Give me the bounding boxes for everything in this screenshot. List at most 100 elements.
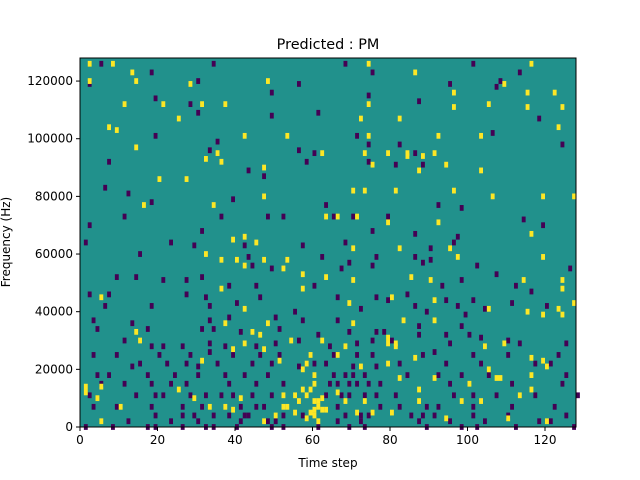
heatmap-cell-high [242, 233, 247, 240]
heatmap-cell-low [324, 202, 328, 208]
heatmap-cell-high [560, 311, 565, 318]
heatmap-cell-low [258, 352, 263, 358]
heatmap-cell-low [471, 297, 476, 304]
heatmap-cell-low [440, 282, 445, 289]
heatmap-cell-low [370, 337, 375, 344]
heatmap-cell-low [448, 418, 452, 425]
heatmap-cell-high [316, 418, 321, 425]
heatmap-cell-low [428, 256, 433, 263]
heatmap-cell-low [266, 418, 270, 425]
heatmap-cell-high [436, 219, 441, 226]
heatmap-cell-low [215, 360, 220, 367]
y-axis-ticks: 0 20000 40000 60000 80000 100000 120000 [27, 74, 80, 434]
heatmap-cell-high [312, 412, 317, 419]
heatmap-cell-high [324, 274, 328, 280]
heatmap-cell-low [281, 213, 286, 220]
heatmap-cell-high [266, 78, 270, 84]
heatmap-cell-low [556, 352, 561, 358]
heatmap-cell-low [521, 216, 526, 223]
heatmap-cell-low [494, 392, 499, 399]
heatmap-cell-low [390, 337, 394, 344]
heatmap-cell-high [281, 392, 286, 399]
heatmap-cell-low [180, 412, 185, 419]
heatmap-cell-low [324, 360, 328, 367]
heatmap-cell-high [355, 213, 359, 220]
heatmap-cell-low [560, 380, 565, 387]
heatmap-cell-high [417, 398, 421, 404]
heatmap-cell-low [149, 380, 154, 387]
heatmap-cell-low [227, 412, 232, 419]
heatmap-cell-high [324, 406, 328, 413]
heatmap-cell-low [312, 282, 317, 289]
heatmap-cell-low [173, 372, 177, 378]
heatmap-cell-low [107, 372, 111, 378]
heatmap-cell-high [308, 386, 313, 393]
heatmap-cell-low [192, 242, 197, 249]
heatmap-cell-high [285, 403, 290, 410]
x-tick-label: 120 [534, 433, 557, 447]
heatmap-cell-high [386, 150, 390, 157]
heatmap-cell-high [366, 132, 371, 139]
heatmap-cell-low [145, 326, 150, 332]
heatmap-cell-low [444, 331, 449, 338]
heatmap-cell-low [471, 392, 476, 399]
heatmap-cell-high [401, 317, 406, 324]
heatmap-cell-low [331, 213, 336, 220]
heatmap-cell-low [269, 265, 274, 272]
heatmap-cell-high [231, 406, 235, 413]
heatmap-cell-high [114, 127, 119, 133]
heatmap-cell-high [417, 167, 421, 174]
heatmap-cell-low [421, 259, 425, 266]
heatmap-cell-high [99, 418, 104, 425]
heatmap-cell-low [223, 343, 228, 350]
heatmap-cell-high [219, 158, 224, 165]
heatmap-cell-high [312, 398, 317, 404]
heatmap-cell-high [95, 395, 100, 402]
heatmap-cell-low [362, 372, 367, 378]
heatmap-cell-low [347, 392, 352, 399]
heatmap-cell-low [335, 294, 340, 301]
heatmap-cell-low [204, 294, 208, 301]
heatmap-cell-high [285, 132, 290, 139]
heatmap-cell-low [343, 412, 348, 419]
heatmap-cell-high [351, 277, 356, 283]
x-tick-label: 60 [305, 433, 320, 447]
heatmap-cell-high [502, 81, 507, 87]
heatmap-cell-low [207, 303, 212, 309]
heatmap-cell-high [242, 132, 247, 139]
heatmap-cell-low [541, 222, 545, 229]
heatmap-cell-low [169, 418, 173, 425]
heatmap-cell-low [145, 372, 150, 378]
heatmap-cell-low [130, 320, 135, 327]
heatmap-cell-low [359, 305, 363, 312]
heatmap-cell-low [510, 380, 514, 387]
heatmap-cell-low [452, 239, 456, 246]
heatmap-cell-low [417, 323, 421, 329]
heatmap-cell-high [525, 308, 530, 315]
heatmap-cell-low [87, 291, 92, 298]
heatmap-cell-low [362, 392, 367, 399]
heatmap-cell-low [114, 352, 119, 358]
heatmap-cell-high [560, 104, 565, 110]
heatmap-cell-low [184, 277, 189, 283]
heatmap-cell-low [545, 303, 549, 309]
heatmap-cell-low [149, 199, 154, 206]
heatmap-cell-high [316, 403, 321, 410]
heatmap-cell-low [134, 274, 139, 280]
heatmap-cell-low [370, 262, 375, 269]
heatmap-cells [83, 60, 580, 430]
heatmap-cell-low [103, 303, 108, 309]
heatmap-cell-high [207, 403, 212, 410]
x-axis-ticks: 0 20 40 60 80 100 120 [76, 427, 556, 447]
heatmap-cell-low [300, 412, 305, 419]
heatmap-cell-high [444, 161, 449, 168]
heatmap-cell-high [262, 256, 266, 263]
heatmap-cell-low [238, 403, 243, 410]
heatmap-cell-low [424, 308, 429, 315]
heatmap-cell-low [393, 161, 398, 168]
heatmap-cell-high [324, 213, 328, 220]
heatmap-cell-high [215, 150, 220, 157]
heatmap-cell-high [432, 317, 437, 324]
heatmap-cell-low [235, 300, 239, 306]
